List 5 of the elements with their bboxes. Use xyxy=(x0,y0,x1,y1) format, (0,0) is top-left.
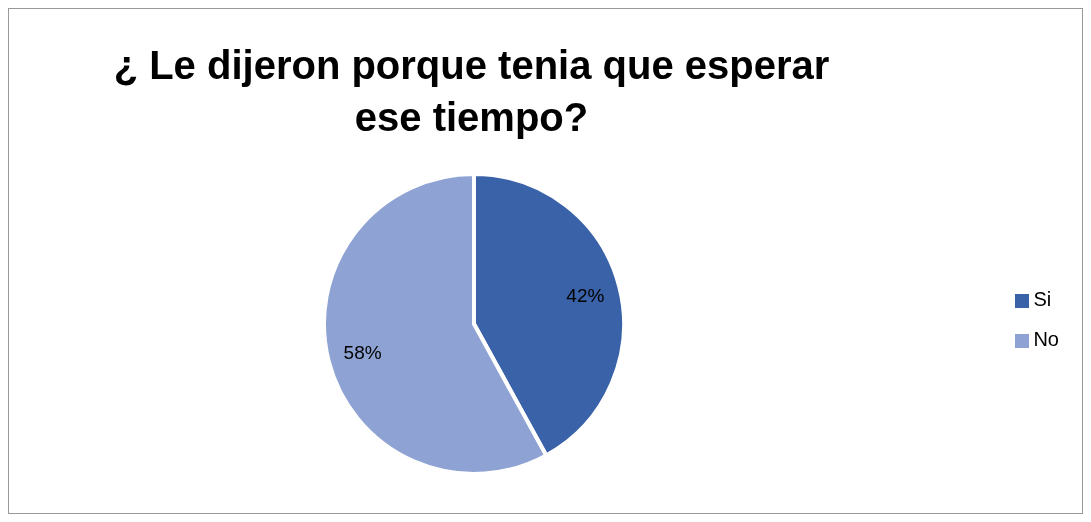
chart-title: ¿ Le dijeron porque tenia que esperar ese tiempo? xyxy=(112,42,831,141)
legend-label: Si xyxy=(1033,288,1052,310)
legend-label: No xyxy=(1033,328,1059,350)
data-label: 58% xyxy=(343,342,382,364)
data-label: 42% xyxy=(566,284,605,306)
